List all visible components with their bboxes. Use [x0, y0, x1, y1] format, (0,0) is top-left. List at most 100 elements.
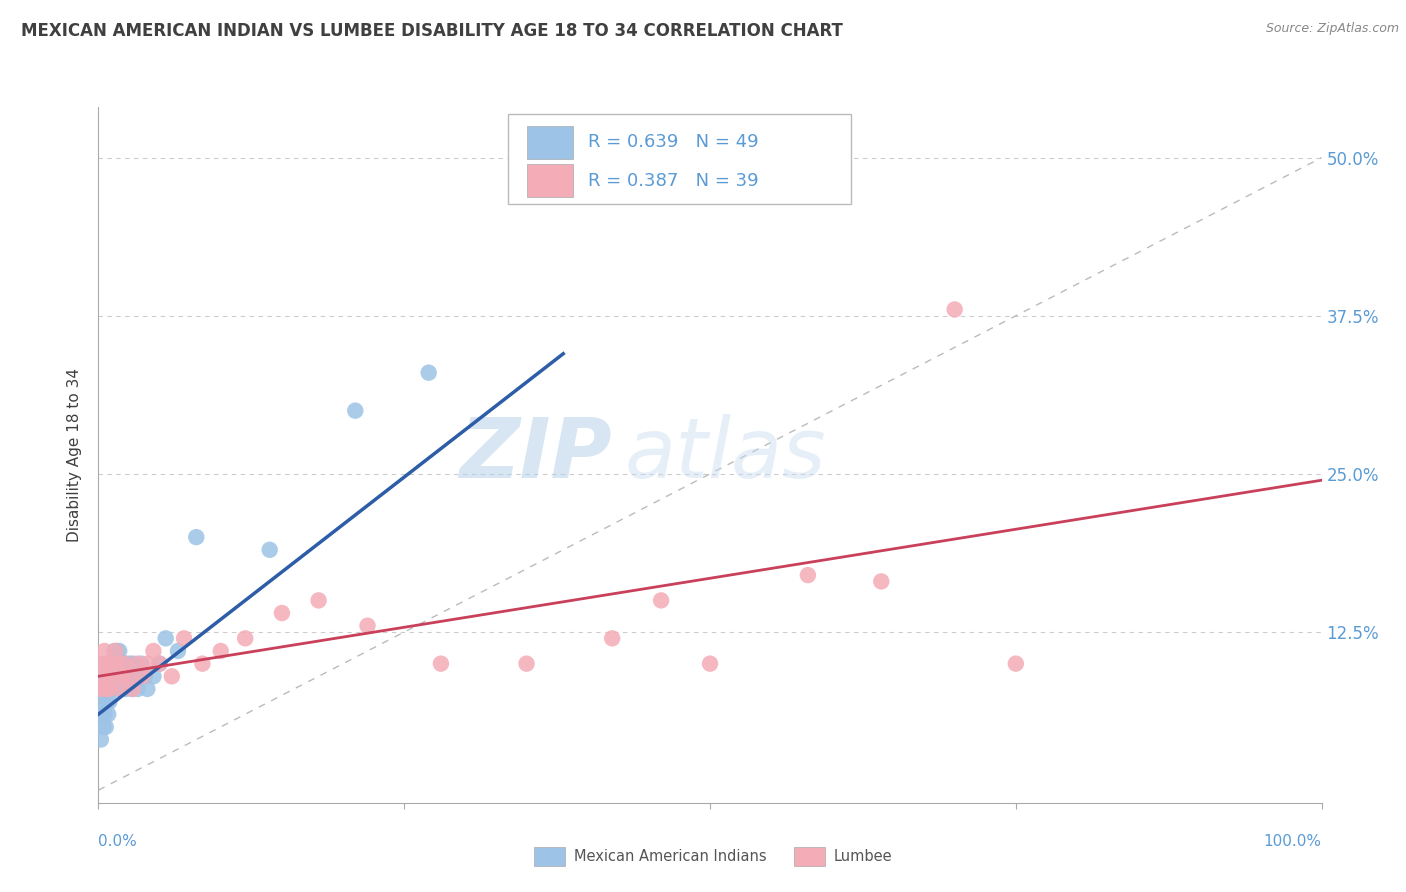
Point [515, 657, 537, 671]
Point [112, 657, 135, 671]
Point [97, 669, 120, 683]
FancyBboxPatch shape [527, 126, 574, 159]
Point [100, 681, 122, 696]
Point [121, 657, 143, 671]
Point [98, 695, 121, 709]
Text: R = 0.387   N = 39: R = 0.387 N = 39 [588, 172, 758, 191]
Point [270, 606, 294, 620]
Point [118, 657, 141, 671]
Point [943, 302, 966, 317]
Point [149, 657, 172, 671]
Point [108, 644, 131, 658]
Point [209, 644, 232, 658]
Text: Mexican American Indians: Mexican American Indians [574, 849, 766, 863]
Point [173, 632, 195, 646]
Point [93, 681, 115, 696]
Point [344, 403, 367, 417]
Point [1004, 657, 1026, 671]
FancyBboxPatch shape [527, 164, 574, 197]
Point [104, 644, 127, 658]
Point [111, 669, 134, 683]
Point [356, 618, 378, 632]
Point [111, 681, 134, 696]
Point [96, 695, 118, 709]
FancyBboxPatch shape [508, 114, 851, 204]
Text: MEXICAN AMERICAN INDIAN VS LUMBEE DISABILITY AGE 18 TO 34 CORRELATION CHART: MEXICAN AMERICAN INDIAN VS LUMBEE DISABI… [21, 22, 844, 40]
Point [115, 669, 138, 683]
Point [131, 669, 153, 683]
Point [120, 669, 142, 683]
Point [127, 681, 149, 696]
Point [100, 657, 122, 671]
Point [94, 681, 117, 696]
Point [96, 657, 118, 671]
Point [101, 681, 124, 696]
Text: R = 0.639   N = 49: R = 0.639 N = 49 [588, 133, 758, 151]
Point [93, 707, 115, 722]
Point [870, 574, 893, 589]
Point [91, 707, 114, 722]
Text: Source: ZipAtlas.com: Source: ZipAtlas.com [1265, 22, 1399, 36]
Point [650, 593, 672, 607]
Point [93, 644, 115, 658]
Point [430, 657, 453, 671]
Point [118, 669, 141, 683]
Point [114, 657, 136, 671]
Point [149, 657, 172, 671]
Text: atlas: atlas [624, 415, 827, 495]
Point [186, 530, 208, 544]
Point [167, 644, 190, 658]
Point [90, 732, 112, 747]
Point [104, 657, 127, 671]
Point [142, 644, 165, 658]
Point [155, 632, 177, 646]
Point [90, 681, 112, 696]
Point [160, 669, 183, 683]
Point [103, 644, 125, 658]
Point [105, 681, 128, 696]
Point [107, 657, 129, 671]
Point [308, 593, 330, 607]
Point [699, 657, 721, 671]
Point [96, 657, 118, 671]
Point [101, 669, 124, 683]
Point [191, 657, 214, 671]
Text: 0.0%: 0.0% [98, 834, 138, 849]
Point [101, 669, 124, 683]
Point [120, 681, 142, 696]
Point [91, 669, 114, 683]
Point [91, 657, 114, 671]
Point [97, 681, 120, 696]
Point [124, 669, 146, 683]
Point [259, 542, 281, 557]
Text: ZIP: ZIP [460, 415, 612, 495]
Text: 100.0%: 100.0% [1264, 834, 1322, 849]
Point [233, 632, 256, 646]
Point [121, 681, 143, 696]
Point [418, 366, 440, 380]
Point [103, 669, 125, 683]
Point [600, 632, 623, 646]
Point [110, 657, 132, 671]
Text: Lumbee: Lumbee [834, 849, 893, 863]
Point [94, 720, 117, 734]
Point [105, 644, 128, 658]
Point [98, 669, 121, 683]
Point [136, 681, 159, 696]
Point [110, 681, 132, 696]
Point [107, 669, 129, 683]
Point [100, 657, 122, 671]
Point [94, 669, 117, 683]
Point [98, 681, 121, 696]
Point [136, 657, 159, 671]
Point [91, 720, 114, 734]
Point [101, 657, 124, 671]
Point [97, 707, 120, 722]
Point [142, 669, 165, 683]
Point [114, 681, 136, 696]
Point [134, 669, 156, 683]
Point [111, 669, 134, 683]
Point [127, 657, 149, 671]
Point [129, 657, 152, 671]
Point [797, 568, 820, 582]
